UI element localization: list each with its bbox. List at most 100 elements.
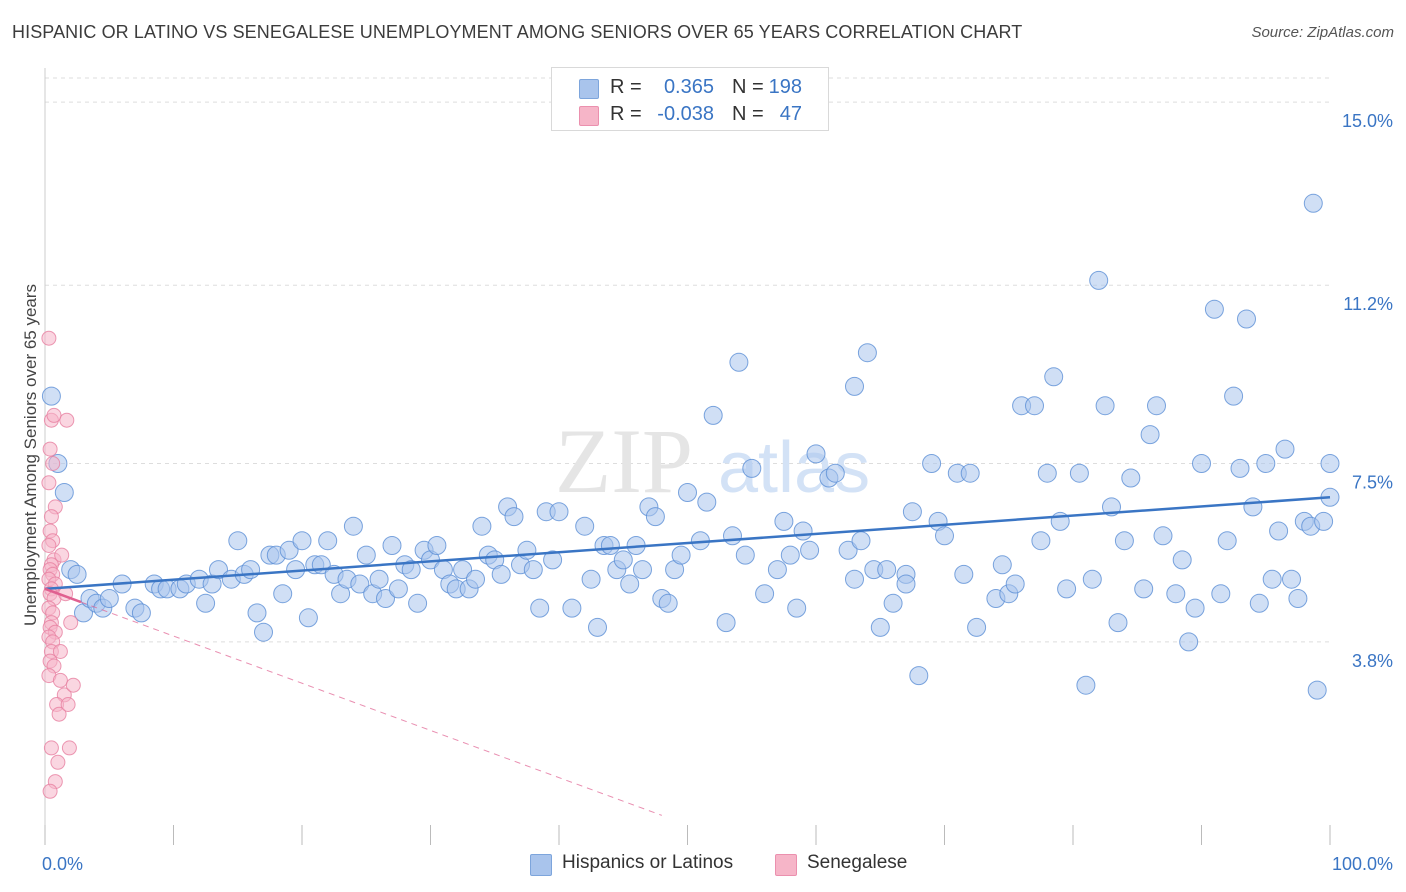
data-point — [209, 560, 228, 580]
data-point — [902, 502, 922, 522]
data-point — [1134, 579, 1154, 599]
trend-lines — [44, 496, 1331, 816]
data-point — [767, 560, 787, 580]
data-point — [588, 617, 607, 637]
data-point — [196, 593, 216, 613]
data-point — [723, 526, 742, 546]
axes — [44, 68, 1331, 845]
data-point — [1217, 531, 1237, 551]
y-tick-label: 15.0% — [1342, 111, 1393, 131]
data-point — [60, 697, 76, 712]
legend-row-hispanics: R = 0.365 N = 198 — [552, 74, 828, 100]
data-point — [517, 540, 537, 560]
data-point — [838, 540, 858, 560]
legend-r-label: R = — [610, 76, 642, 98]
data-point — [613, 550, 633, 570]
y-axis-label: Unemployment Among Seniors over 65 years — [21, 284, 40, 626]
data-point — [742, 458, 762, 478]
data-point — [1230, 458, 1250, 478]
data-point — [41, 538, 57, 553]
data-point — [1224, 386, 1244, 406]
data-point — [774, 511, 794, 531]
data-point — [1185, 598, 1205, 618]
bottom-legend-swatch-hispanics — [530, 854, 552, 876]
data-point — [1320, 454, 1340, 473]
watermark-zip: ZIP — [555, 410, 693, 512]
data-point — [658, 593, 678, 613]
data-point — [292, 531, 312, 551]
data-point — [967, 617, 987, 637]
data-point — [800, 540, 820, 560]
trend-line-senegalese — [44, 587, 82, 604]
data-point — [67, 564, 87, 584]
data-point — [716, 613, 736, 633]
data-point — [350, 574, 370, 594]
bottom-legend-swatch-senegalese — [775, 854, 797, 876]
data-point — [1256, 454, 1276, 473]
data-point — [51, 706, 67, 722]
data-point — [992, 555, 1012, 575]
data-point — [1025, 396, 1044, 416]
data-point — [1082, 569, 1102, 589]
data-point — [1037, 463, 1057, 483]
data-point — [845, 376, 864, 396]
data-point — [780, 545, 800, 565]
data-point — [228, 531, 248, 551]
data-point — [1172, 550, 1192, 570]
data-point — [922, 454, 942, 473]
source-credit: Source: ZipAtlas.com — [1251, 24, 1394, 41]
data-point — [960, 463, 980, 483]
data-point — [1108, 613, 1128, 633]
data-point — [343, 516, 363, 536]
data-point — [877, 560, 897, 580]
data-point — [697, 492, 717, 512]
data-point — [1314, 511, 1334, 531]
data-point — [318, 531, 338, 551]
data-point — [1069, 463, 1089, 483]
data-point — [273, 584, 293, 604]
data-point — [530, 598, 550, 618]
data-point — [909, 666, 929, 686]
legend-row-senegalese: R = -0.038 N = 47 — [552, 101, 828, 127]
data-point — [562, 598, 582, 618]
data-point — [1237, 309, 1256, 329]
data-point — [645, 507, 665, 527]
data-point — [1114, 531, 1134, 551]
bottom-legend-label-hispanics: Hispanics or Latinos — [562, 852, 734, 873]
data-point — [581, 569, 601, 589]
data-point — [1121, 468, 1141, 488]
data-point — [41, 386, 61, 406]
data-point — [755, 584, 775, 604]
data-point — [1057, 579, 1077, 599]
legend-r-value: -0.038 — [657, 103, 714, 125]
watermark-atlas: atlas — [718, 428, 870, 508]
data-point — [845, 569, 864, 589]
data-point — [42, 783, 58, 799]
data-point — [99, 589, 119, 608]
data-point — [954, 564, 974, 584]
correlation-legend: R = 0.365 N = 198 R = -0.038 N = 47 — [551, 67, 829, 131]
data-point — [46, 407, 62, 423]
data-point — [787, 598, 807, 618]
data-point — [427, 536, 447, 555]
data-point — [575, 516, 595, 536]
data-point — [543, 550, 563, 570]
data-point — [1031, 531, 1051, 551]
data-point — [453, 560, 473, 580]
data-point — [41, 475, 57, 491]
data-point — [52, 644, 68, 659]
data-point — [50, 754, 66, 770]
legend-swatch-hispanics — [579, 79, 599, 99]
data-point — [41, 330, 57, 346]
data-point — [523, 560, 543, 580]
data-point — [1282, 569, 1301, 589]
data-point — [466, 569, 485, 589]
data-point — [1095, 396, 1115, 416]
tick-labels: 3.8% 7.5% 11.2% 15.0% 0.0% 100.0% — [42, 111, 1393, 874]
legend-r-label: R = — [610, 103, 642, 125]
data-point — [870, 617, 890, 637]
data-point — [1275, 439, 1295, 459]
series-senegalese — [41, 330, 81, 799]
data-point — [1269, 521, 1289, 541]
